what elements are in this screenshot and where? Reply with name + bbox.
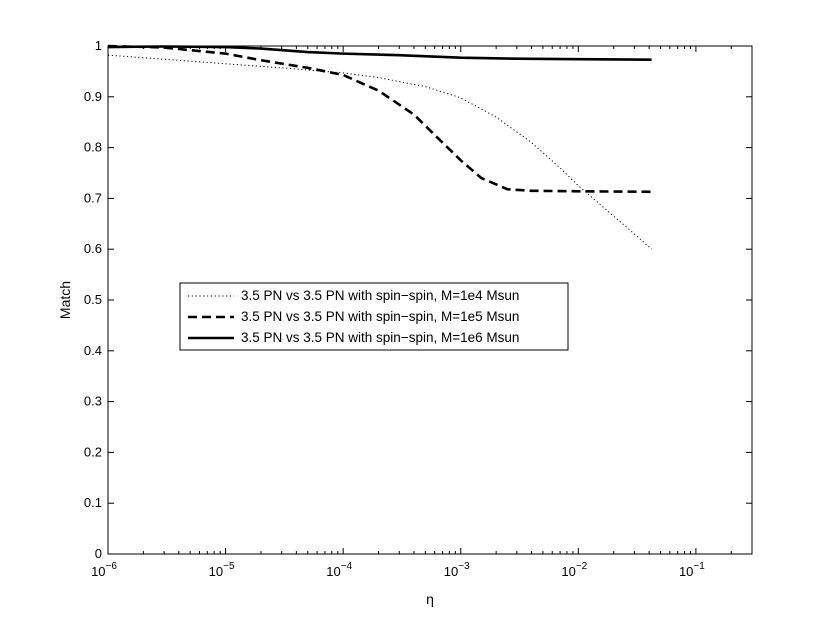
legend-label: 3.5 PN vs 3.5 PN with spin−spin, M=1e4 M… bbox=[241, 288, 519, 303]
y-tick-label: 0.4 bbox=[84, 343, 102, 358]
x-tick-label: 10−6 bbox=[91, 561, 117, 579]
y-tick-label: 0.7 bbox=[84, 190, 102, 205]
x-tick-label: 10−4 bbox=[326, 561, 352, 579]
legend: 3.5 PN vs 3.5 PN with spin−spin, M=1e4 M… bbox=[179, 282, 569, 351]
y-tick-label: 1 bbox=[95, 38, 102, 53]
x-axis-title: η bbox=[426, 591, 434, 607]
y-tick-label: 0.8 bbox=[84, 140, 102, 155]
x-tick-label: 10−2 bbox=[561, 561, 587, 579]
y-axis-title: Match bbox=[57, 281, 73, 319]
legend-label: 3.5 PN vs 3.5 PN with spin−spin, M=1e6 M… bbox=[241, 330, 519, 345]
x-tick-label: 10−5 bbox=[209, 561, 235, 579]
y-tick-label: 0.1 bbox=[84, 495, 102, 510]
legend-label: 3.5 PN vs 3.5 PN with spin−spin, M=1e5 M… bbox=[241, 309, 519, 324]
y-tick-label: 0.5 bbox=[84, 292, 102, 307]
x-tick-label: 10−3 bbox=[444, 561, 470, 579]
y-tick-label: 0.3 bbox=[84, 394, 102, 409]
axis-ticks: 0 0.1 0.2 0.3 0.4 0.5 0.6 0.7 0.8 0.9 1 10−6 10−5 10−… bbox=[84, 38, 752, 579]
y-tick-label: 0.2 bbox=[84, 444, 102, 459]
legend-box bbox=[179, 282, 569, 351]
y-tick-label: 0.6 bbox=[84, 241, 102, 256]
series-line-1 bbox=[107, 54, 652, 250]
y-tick-label: 0 bbox=[95, 546, 102, 561]
x-tick-label: 10−1 bbox=[679, 561, 705, 579]
series-line-3 bbox=[107, 45, 652, 62]
series-line-2 bbox=[107, 44, 652, 194]
y-tick-label: 0.9 bbox=[84, 89, 102, 104]
series-lines bbox=[107, 44, 652, 250]
